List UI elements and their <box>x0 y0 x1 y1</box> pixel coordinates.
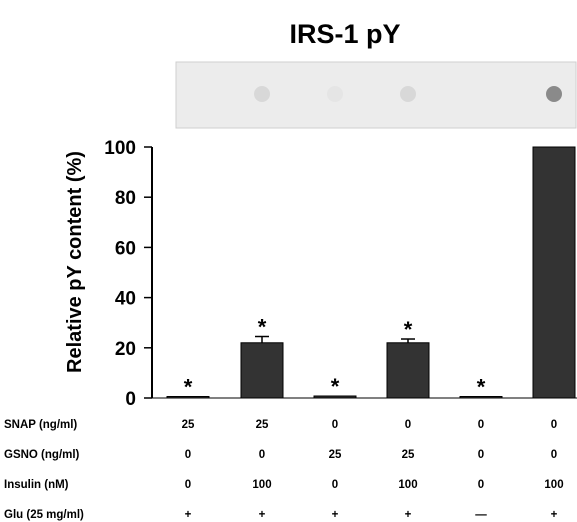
bar-5 <box>532 146 576 399</box>
bar-2 <box>313 395 357 399</box>
bar-3 <box>386 342 430 399</box>
western-blot-strip <box>175 61 577 129</box>
y-tick-label-5: 100 <box>104 138 136 159</box>
significance-marker-3: * <box>404 317 413 342</box>
condition-value-1-0: 0 <box>185 449 191 461</box>
significance-marker-4: * <box>477 375 486 400</box>
condition-value-3-0: + <box>185 509 192 521</box>
condition-value-2-0: 0 <box>185 479 191 491</box>
condition-value-1-3: 25 <box>402 449 415 461</box>
blot-band-3 <box>400 86 416 102</box>
chart-title: IRS-1 pY <box>289 19 400 49</box>
y-axis-label: Relative pY content (%) <box>64 151 86 373</box>
y-tick-label-1: 20 <box>115 339 136 360</box>
condition-value-0-5: 0 <box>551 419 557 431</box>
condition-value-3-3: + <box>405 509 412 521</box>
blot-band-5 <box>546 86 562 102</box>
western-blot-bands <box>254 86 562 102</box>
condition-value-1-2: 25 <box>329 449 342 461</box>
condition-value-3-4: — <box>475 509 487 521</box>
condition-value-2-1: 100 <box>252 479 271 491</box>
condition-value-1-1: 0 <box>259 449 265 461</box>
condition-value-2-4: 0 <box>478 479 484 491</box>
condition-value-3-2: + <box>332 509 339 521</box>
condition-label-1: GSNO (ng/ml) <box>4 449 80 461</box>
significance-marker-2: * <box>331 374 340 399</box>
y-tick-label-2: 40 <box>115 289 136 310</box>
condition-value-0-0: 25 <box>182 419 195 431</box>
y-tick-label-3: 60 <box>115 238 136 259</box>
condition-label-3: Glu (25 mg/ml) <box>4 509 84 521</box>
condition-value-0-4: 0 <box>478 419 484 431</box>
condition-value-3-5: + <box>551 509 558 521</box>
condition-value-0-3: 0 <box>405 419 411 431</box>
condition-value-3-1: + <box>259 509 266 521</box>
y-axis-ticks: 0 20 40 60 80 100 <box>104 138 152 410</box>
condition-table: SNAP (ng/ml) 25 25 0 0 0 0 GSNO (ng/ml) 0 0 25 25 0 0… <box>4 419 564 521</box>
condition-value-2-3: 100 <box>398 479 417 491</box>
bars: * * * * * <box>166 146 576 400</box>
condition-label-2: Insulin (nM) <box>4 479 69 491</box>
significance-marker-1: * <box>258 315 267 340</box>
bar-0 <box>166 396 210 399</box>
condition-value-1-5: 0 <box>551 449 557 461</box>
condition-value-0-1: 25 <box>256 419 269 431</box>
bar-4 <box>459 396 503 399</box>
y-tick-label-4: 80 <box>115 188 136 209</box>
bar-1 <box>240 342 284 399</box>
condition-label-0: SNAP (ng/ml) <box>4 419 77 431</box>
condition-value-2-5: 100 <box>544 479 563 491</box>
significance-marker-0: * <box>184 375 193 400</box>
y-tick-label-0: 0 <box>125 389 136 410</box>
condition-value-1-4: 0 <box>478 449 484 461</box>
condition-value-0-2: 0 <box>332 419 338 431</box>
blot-band-1 <box>254 86 270 102</box>
condition-value-2-2: 0 <box>332 479 338 491</box>
blot-band-2 <box>327 86 343 102</box>
